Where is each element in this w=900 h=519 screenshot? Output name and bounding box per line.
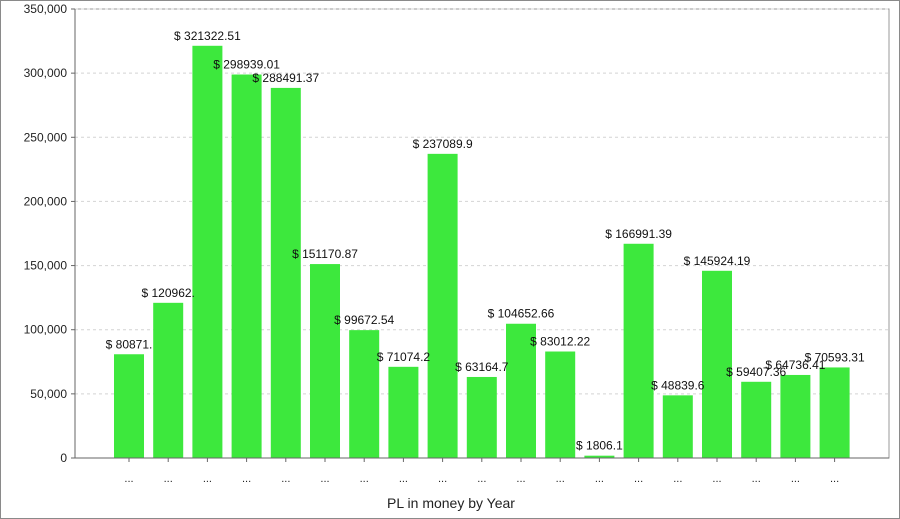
x-tick-label: ... bbox=[516, 473, 525, 485]
data-label: $ 166991.39 bbox=[605, 227, 672, 241]
data-label: $ 321322.51 bbox=[174, 29, 241, 43]
y-tick-label: 100,000 bbox=[24, 323, 68, 337]
x-tick-label: ... bbox=[752, 473, 761, 485]
x-tick-label: ... bbox=[164, 473, 173, 485]
data-label: $ 120962. bbox=[142, 286, 195, 300]
x-tick-label: ... bbox=[634, 473, 643, 485]
data-label: $ 145924.19 bbox=[684, 254, 751, 268]
bar bbox=[466, 376, 497, 458]
x-tick-label: ... bbox=[399, 473, 408, 485]
data-label: $ 59407.36 bbox=[726, 365, 786, 379]
data-label: $ 237089.9 bbox=[413, 137, 473, 151]
bar bbox=[780, 374, 811, 458]
bar bbox=[584, 455, 615, 458]
bar bbox=[623, 243, 654, 458]
x-tick-label: ... bbox=[242, 473, 251, 485]
y-tick-label: 150,000 bbox=[24, 259, 68, 273]
y-tick-label: 250,000 bbox=[24, 130, 68, 144]
x-tick-label: ... bbox=[595, 473, 604, 485]
bar bbox=[741, 381, 772, 458]
y-tick-label: 350,000 bbox=[24, 2, 68, 16]
data-label: $ 1806.1 bbox=[576, 439, 623, 453]
x-tick-label: ... bbox=[320, 473, 329, 485]
bar bbox=[270, 87, 301, 458]
bar bbox=[662, 395, 693, 458]
bar bbox=[192, 45, 223, 458]
data-label: $ 104652.66 bbox=[488, 307, 555, 321]
bar bbox=[349, 330, 380, 458]
bar bbox=[114, 354, 144, 458]
bar bbox=[545, 351, 576, 458]
data-label: $ 83012.22 bbox=[530, 335, 590, 349]
bar bbox=[506, 323, 536, 458]
x-tick-label: ... bbox=[830, 473, 839, 485]
x-tick-label: ... bbox=[124, 473, 133, 485]
x-tick-label: ... bbox=[673, 473, 682, 485]
x-tick-label: ... bbox=[477, 473, 486, 485]
data-label: $ 151170.87 bbox=[292, 247, 358, 261]
y-tick-label: 200,000 bbox=[24, 194, 68, 208]
bar bbox=[427, 153, 458, 458]
data-label: $ 48839.6 bbox=[651, 378, 705, 392]
y-tick-label: 0 bbox=[60, 451, 67, 465]
x-tick-label: ... bbox=[360, 473, 369, 485]
data-label: $ 64736.41 bbox=[765, 358, 825, 372]
data-label: $ 288491.37 bbox=[252, 71, 319, 85]
data-label: $ 71074.2 bbox=[377, 350, 431, 364]
data-label: $ 70593.31 bbox=[805, 350, 865, 364]
bar bbox=[310, 264, 340, 458]
data-label: $ 298939.01 bbox=[213, 58, 280, 72]
data-label: $ 99672.54 bbox=[334, 313, 394, 327]
bar bbox=[153, 302, 184, 458]
x-tick-label: ... bbox=[438, 473, 447, 485]
x-tick-label: ... bbox=[203, 473, 212, 485]
x-tick-label: ... bbox=[281, 473, 290, 485]
data-label: $ 63164.7 bbox=[455, 360, 509, 374]
data-label: $ 80871. bbox=[106, 337, 153, 351]
bar bbox=[819, 367, 850, 458]
y-tick-label: 300,000 bbox=[24, 66, 68, 80]
x-tick-label: ... bbox=[791, 473, 800, 485]
bar bbox=[231, 74, 262, 458]
y-tick-label: 50,000 bbox=[30, 387, 67, 401]
x-tick-label: ... bbox=[556, 473, 565, 485]
x-axis-label: PL in money by Year bbox=[387, 495, 515, 511]
bar bbox=[702, 270, 732, 458]
bar bbox=[388, 366, 419, 458]
x-tick-label: ... bbox=[712, 473, 721, 485]
